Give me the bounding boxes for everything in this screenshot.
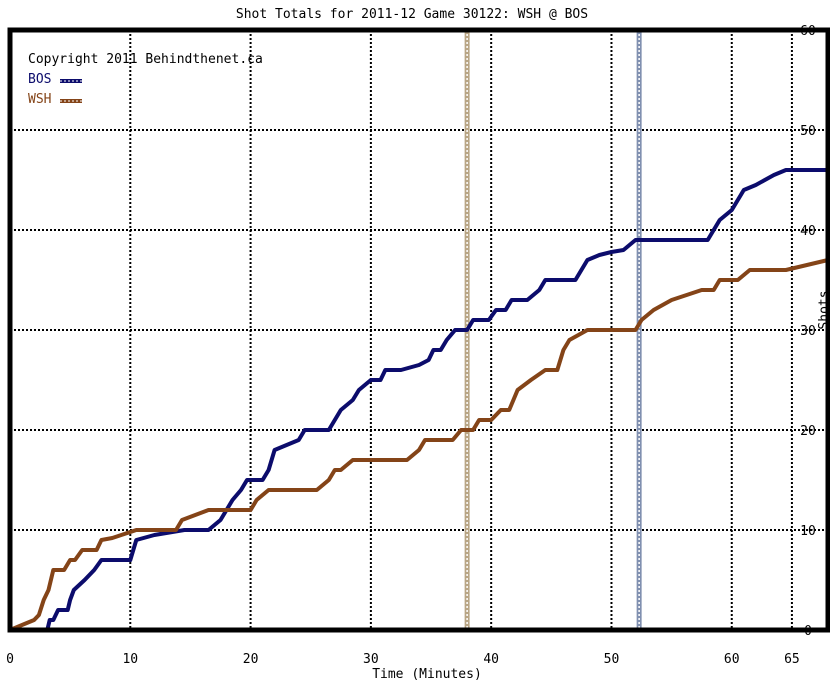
x-tick-label: 0 (6, 652, 14, 667)
legend-label-bos: BOS (28, 72, 51, 87)
y-axis-label: Shots (817, 290, 830, 329)
chart-title: Shot Totals for 2011-12 Game 30122: WSH … (236, 7, 588, 22)
legend-label-wsh: WSH (28, 92, 51, 107)
x-axis-label: Time (Minutes) (372, 667, 482, 680)
copyright-annotation: Copyright 2011 Behindthenet.ca (28, 52, 263, 67)
legend-swatch-bos (60, 79, 82, 83)
x-tick-label: 10 (122, 652, 138, 667)
x-tick-label: 50 (604, 652, 620, 667)
x-tick-label: 30 (363, 652, 379, 667)
y-tick-label: 10 (800, 524, 816, 539)
y-tick-label: 0 (804, 624, 812, 639)
y-tick-label: 40 (800, 224, 816, 239)
y-tick-label: 20 (800, 424, 816, 439)
y-axis-ticks: 0 10 20 30 40 50 60 (800, 24, 816, 639)
plot-frame (7, 27, 830, 633)
legend: Copyright 2011 Behindthenet.ca BOS WSH (28, 52, 263, 107)
x-tick-label: 20 (243, 652, 259, 667)
series-line-bos (10, 160, 830, 632)
y-tick-label: 50 (800, 124, 816, 139)
y-tick-label: 30 (800, 324, 816, 339)
series-lines (9, 160, 830, 632)
x-tick-label: 65 (784, 652, 800, 667)
x-tick-label: 40 (483, 652, 499, 667)
series-line-wsh (9, 258, 829, 632)
x-tick-label: 60 (724, 652, 740, 667)
x-axis-ticks: 0 10 20 30 40 50 60 65 (6, 652, 800, 667)
legend-swatch-wsh (60, 99, 82, 103)
y-tick-label: 60 (800, 24, 816, 39)
